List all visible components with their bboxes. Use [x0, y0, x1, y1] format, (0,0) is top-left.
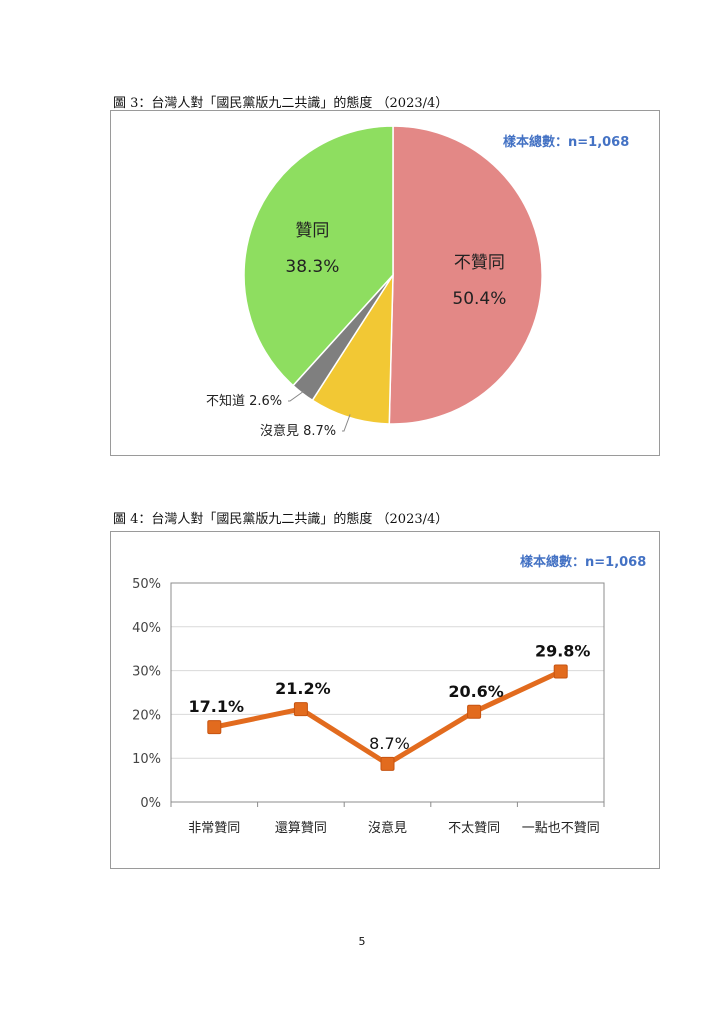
pie-leader-1: [342, 414, 351, 432]
data-point: [293, 702, 308, 717]
data-label: 8.7%: [369, 734, 410, 753]
pie-value-label-3: 38.3%: [285, 257, 339, 277]
data-label: 17.1%: [189, 697, 245, 716]
pie-value-label-0: 50.4%: [452, 289, 506, 309]
figure-3-caption: 圖 3：台灣人對「國民黨版九二共識」的態度 （2023/4）: [113, 96, 449, 111]
line-chart-frame: 樣本總數：n=1,068 0% 10% 20% 30% 40% 50% 非常贊同 還算贊同 沒意…: [110, 531, 660, 869]
line-chart: 0% 10% 20% 30% 40% 50% 非常贊同 還算贊同 沒意見 不太贊同 一點也不贊同 17…: [132, 577, 605, 836]
x-category-label: 不太贊同: [448, 821, 500, 836]
x-category-label: 一點也不贊同: [522, 821, 600, 836]
y-tick-label: 20%: [132, 708, 161, 723]
data-label: 20.6%: [448, 682, 504, 701]
data-point: [380, 756, 395, 771]
pie-label-1: 沒意見 8.7%: [260, 423, 336, 439]
data-point: [467, 704, 482, 719]
pie-label-3: 贊同: [295, 221, 329, 241]
pie-slice-0: [388, 125, 543, 425]
data-label: 29.8%: [535, 641, 591, 660]
pie-leader-2: [288, 390, 305, 402]
pie-label-2: 不知道 2.6%: [206, 393, 282, 409]
data-label: 21.2%: [275, 679, 331, 698]
pie-label-0: 不贊同: [454, 253, 505, 273]
data-point: [553, 664, 568, 679]
pie-chart-frame: 樣本總數：n=1,068 不贊同 50.4% 贊同 38.3% 不知道 2.6% 沒意見 …: [110, 110, 660, 456]
plot-area-border: [170, 582, 605, 803]
page-number: 5: [358, 935, 366, 948]
line-sample-note: 樣本總數：n=1,068: [520, 555, 647, 570]
pie-slice-3: [243, 125, 394, 387]
pie-chart: 不贊同 50.4% 贊同 38.3% 不知道 2.6% 沒意見 8.7%: [206, 125, 543, 439]
x-category-label: 還算贊同: [275, 821, 327, 836]
figure-4-caption: 圖 4：台灣人對「國民黨版九二共識」的態度 （2023/4）: [113, 512, 449, 527]
x-category-label: 沒意見: [368, 820, 407, 836]
y-tick-label: 0%: [140, 796, 161, 811]
data-point: [207, 720, 222, 735]
y-tick-label: 50%: [132, 577, 161, 592]
x-category-label: 非常贊同: [188, 821, 240, 836]
y-tick-label: 10%: [132, 752, 161, 767]
pie-sample-note: 樣本總數：n=1,068: [503, 135, 630, 150]
y-tick-label: 30%: [132, 665, 161, 680]
y-tick-label: 40%: [132, 621, 161, 636]
